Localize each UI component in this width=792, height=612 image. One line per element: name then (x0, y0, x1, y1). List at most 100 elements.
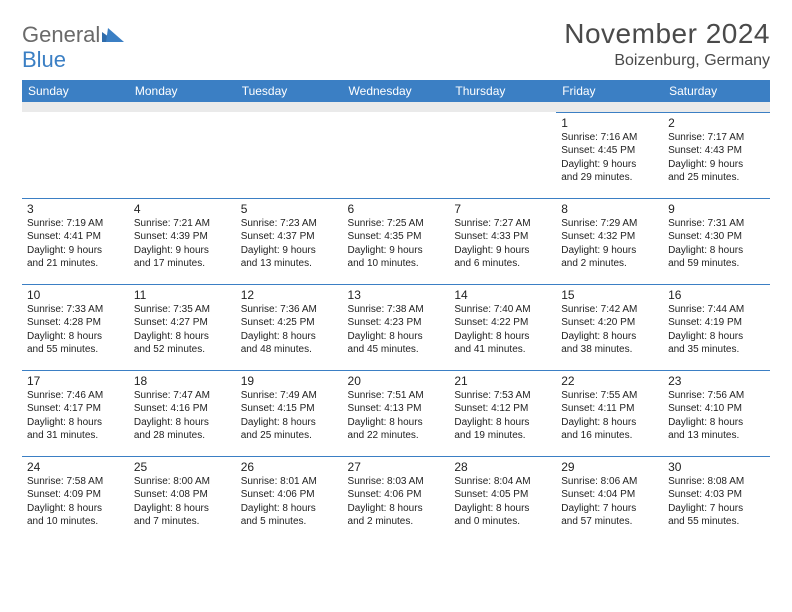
daylight-text: and 41 minutes. (454, 343, 551, 357)
daylight-text: and 55 minutes. (668, 515, 765, 529)
day-cell: 26Sunrise: 8:01 AMSunset: 4:06 PMDayligh… (236, 456, 343, 542)
sunrise-text: Sunrise: 8:01 AM (241, 475, 338, 489)
sunrise-text: Sunrise: 7:51 AM (348, 389, 445, 403)
sunrise-text: Sunrise: 7:46 AM (27, 389, 124, 403)
sunset-text: Sunset: 4:28 PM (27, 316, 124, 330)
day-cell: 13Sunrise: 7:38 AMSunset: 4:23 PMDayligh… (343, 284, 450, 370)
day-cell: 16Sunrise: 7:44 AMSunset: 4:19 PMDayligh… (663, 284, 770, 370)
day-header: Wednesday (343, 80, 450, 102)
calendar-page: General Blue November 2024 Boizenburg, G… (0, 0, 792, 542)
daylight-text: Daylight: 9 hours (134, 244, 231, 258)
day-number: 22 (561, 374, 658, 388)
calendar-week-row: 10Sunrise: 7:33 AMSunset: 4:28 PMDayligh… (22, 284, 770, 370)
daylight-text: Daylight: 8 hours (668, 330, 765, 344)
daylight-text: and 22 minutes. (348, 429, 445, 443)
daylight-text: Daylight: 8 hours (561, 416, 658, 430)
daylight-text: Daylight: 9 hours (668, 158, 765, 172)
day-number: 23 (668, 374, 765, 388)
sunrise-text: Sunrise: 7:25 AM (348, 217, 445, 231)
daylight-text: Daylight: 7 hours (561, 502, 658, 516)
daylight-text: and 0 minutes. (454, 515, 551, 529)
sunset-text: Sunset: 4:09 PM (27, 488, 124, 502)
day-cell: 30Sunrise: 8:08 AMSunset: 4:03 PMDayligh… (663, 456, 770, 542)
day-cell: 20Sunrise: 7:51 AMSunset: 4:13 PMDayligh… (343, 370, 450, 456)
day-number: 20 (348, 374, 445, 388)
sunset-text: Sunset: 4:39 PM (134, 230, 231, 244)
daylight-text: Daylight: 8 hours (348, 330, 445, 344)
sunset-text: Sunset: 4:33 PM (454, 230, 551, 244)
day-number: 1 (561, 116, 658, 130)
day-cell: 17Sunrise: 7:46 AMSunset: 4:17 PMDayligh… (22, 370, 129, 456)
day-number: 27 (348, 460, 445, 474)
day-number: 3 (27, 202, 124, 216)
day-cell (22, 112, 129, 198)
day-cell: 3Sunrise: 7:19 AMSunset: 4:41 PMDaylight… (22, 198, 129, 284)
sunset-text: Sunset: 4:19 PM (668, 316, 765, 330)
day-cell: 10Sunrise: 7:33 AMSunset: 4:28 PMDayligh… (22, 284, 129, 370)
day-number: 8 (561, 202, 658, 216)
day-number: 13 (348, 288, 445, 302)
sunset-text: Sunset: 4:20 PM (561, 316, 658, 330)
daylight-text: and 19 minutes. (454, 429, 551, 443)
day-number: 25 (134, 460, 231, 474)
day-cell: 21Sunrise: 7:53 AMSunset: 4:12 PMDayligh… (449, 370, 556, 456)
daylight-text: and 35 minutes. (668, 343, 765, 357)
daylight-text: Daylight: 8 hours (561, 330, 658, 344)
daylight-text: and 21 minutes. (27, 257, 124, 271)
daylight-text: and 38 minutes. (561, 343, 658, 357)
sunset-text: Sunset: 4:43 PM (668, 144, 765, 158)
daylight-text: and 13 minutes. (668, 429, 765, 443)
day-number: 6 (348, 202, 445, 216)
daylight-text: and 25 minutes. (241, 429, 338, 443)
sunset-text: Sunset: 4:06 PM (348, 488, 445, 502)
day-number: 30 (668, 460, 765, 474)
daylight-text: and 2 minutes. (348, 515, 445, 529)
sunrise-text: Sunrise: 7:17 AM (668, 131, 765, 145)
sunset-text: Sunset: 4:27 PM (134, 316, 231, 330)
daylight-text: and 13 minutes. (241, 257, 338, 271)
spacer-cell (449, 102, 556, 112)
daylight-text: and 52 minutes. (134, 343, 231, 357)
sunrise-text: Sunrise: 7:33 AM (27, 303, 124, 317)
day-number: 12 (241, 288, 338, 302)
daylight-text: Daylight: 8 hours (27, 330, 124, 344)
calendar-week-row: 17Sunrise: 7:46 AMSunset: 4:17 PMDayligh… (22, 370, 770, 456)
daylight-text: and 17 minutes. (134, 257, 231, 271)
daylight-text: Daylight: 8 hours (27, 502, 124, 516)
day-cell: 9Sunrise: 7:31 AMSunset: 4:30 PMDaylight… (663, 198, 770, 284)
daylight-text: and 7 minutes. (134, 515, 231, 529)
spacer-cell (236, 102, 343, 112)
day-cell: 12Sunrise: 7:36 AMSunset: 4:25 PMDayligh… (236, 284, 343, 370)
sunset-text: Sunset: 4:03 PM (668, 488, 765, 502)
day-number: 16 (668, 288, 765, 302)
daylight-text: Daylight: 8 hours (668, 416, 765, 430)
day-cell: 27Sunrise: 8:03 AMSunset: 4:06 PMDayligh… (343, 456, 450, 542)
sunset-text: Sunset: 4:06 PM (241, 488, 338, 502)
day-number: 7 (454, 202, 551, 216)
sunrise-text: Sunrise: 7:21 AM (134, 217, 231, 231)
header-row: General Blue November 2024 Boizenburg, G… (22, 18, 770, 72)
daylight-text: Daylight: 9 hours (454, 244, 551, 258)
day-number: 28 (454, 460, 551, 474)
daylight-text: Daylight: 8 hours (454, 502, 551, 516)
sunrise-text: Sunrise: 7:23 AM (241, 217, 338, 231)
day-number: 17 (27, 374, 124, 388)
daylight-text: Daylight: 9 hours (561, 244, 658, 258)
daylight-text: and 10 minutes. (348, 257, 445, 271)
sunrise-text: Sunrise: 7:31 AM (668, 217, 765, 231)
month-title: November 2024 (564, 18, 770, 50)
sunrise-text: Sunrise: 8:04 AM (454, 475, 551, 489)
daylight-text: Daylight: 8 hours (454, 330, 551, 344)
sunrise-text: Sunrise: 7:36 AM (241, 303, 338, 317)
daylight-text: and 55 minutes. (27, 343, 124, 357)
daylight-text: and 48 minutes. (241, 343, 338, 357)
daylight-text: Daylight: 7 hours (668, 502, 765, 516)
day-number: 5 (241, 202, 338, 216)
sunset-text: Sunset: 4:37 PM (241, 230, 338, 244)
sunrise-text: Sunrise: 7:49 AM (241, 389, 338, 403)
sunset-text: Sunset: 4:23 PM (348, 316, 445, 330)
day-cell: 7Sunrise: 7:27 AMSunset: 4:33 PMDaylight… (449, 198, 556, 284)
sunrise-text: Sunrise: 7:40 AM (454, 303, 551, 317)
day-header: Tuesday (236, 80, 343, 102)
day-number: 10 (27, 288, 124, 302)
